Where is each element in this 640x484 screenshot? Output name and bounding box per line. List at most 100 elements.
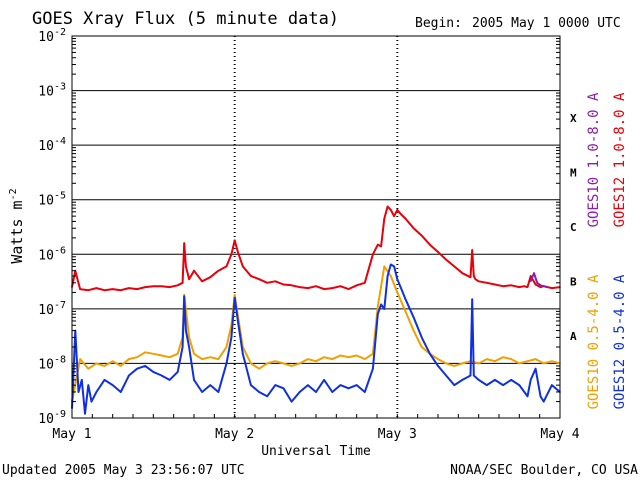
y-tick-label: 10-2: [38, 27, 66, 45]
series-point: [377, 305, 379, 308]
y-tick-base: 10: [38, 303, 54, 318]
series-point: [209, 384, 212, 386]
chart-title: GOES Xray Flux (5 minute data): [32, 9, 339, 29]
series-point: [510, 284, 512, 287]
flare-class-label: A: [570, 330, 577, 343]
y-tick-exponent: -7: [54, 300, 66, 311]
series-point: [160, 374, 163, 377]
series-point: [526, 286, 529, 288]
series-point: [136, 367, 138, 370]
y-tick-base: 10: [38, 357, 54, 372]
series-point: [542, 362, 545, 365]
series-point: [103, 289, 106, 291]
series-point: [87, 384, 90, 386]
series-point: [445, 362, 447, 365]
series-point: [315, 391, 317, 393]
series-point: [185, 329, 187, 332]
series-point: [230, 253, 233, 256]
x-tick-label: May 3: [378, 427, 417, 442]
series-point: [90, 400, 93, 403]
series-point: [494, 360, 496, 362]
series-point: [412, 329, 415, 332]
series-point: [95, 391, 98, 393]
series-point: [323, 288, 325, 290]
series-point: [298, 362, 301, 365]
series-point: [225, 265, 228, 268]
series-point: [393, 215, 395, 217]
series-point: [168, 379, 171, 381]
series-point: [87, 289, 90, 291]
series-point: [364, 358, 366, 360]
series-point: [502, 356, 504, 359]
legend-entry: GOES12 0.5-4.0 A: [612, 274, 628, 409]
series-point: [237, 320, 239, 322]
series-point: [390, 275, 392, 277]
series-point: [282, 362, 285, 365]
series-point: [534, 367, 537, 370]
series-point: [120, 365, 122, 367]
series-point: [461, 379, 464, 381]
series-point: [339, 384, 342, 386]
series-point: [393, 265, 395, 268]
series-point: [510, 358, 512, 360]
y-tick-exponent: -3: [54, 82, 66, 93]
y-tick-label: 10-6: [38, 245, 66, 263]
series-point: [331, 358, 334, 360]
y-tick-exponent: -5: [54, 191, 66, 202]
y-tick-exponent: -6: [54, 245, 66, 256]
series-point: [188, 336, 190, 339]
series-point: [533, 272, 535, 275]
series-point: [372, 367, 374, 370]
series-point: [526, 395, 529, 398]
series-point: [399, 213, 402, 215]
series-point: [420, 336, 423, 339]
series-point: [217, 358, 220, 360]
series-point: [188, 278, 190, 280]
series-point: [339, 354, 342, 357]
series-point: [377, 313, 379, 315]
series-point: [494, 283, 496, 286]
series-point: [445, 258, 447, 261]
series-point: [144, 286, 146, 288]
series-point: [494, 379, 496, 381]
series-point: [95, 362, 98, 365]
series-point: [274, 360, 277, 362]
series-point: [364, 391, 366, 393]
series-point: [477, 379, 480, 381]
series-point: [233, 294, 236, 296]
series-point: [536, 282, 539, 284]
series-point: [136, 288, 138, 290]
series-point: [445, 374, 447, 377]
series-point: [510, 379, 512, 381]
series-point: [258, 367, 260, 370]
series-point: [323, 379, 325, 381]
series-point: [372, 253, 374, 256]
series-point: [474, 278, 477, 280]
series-point: [120, 391, 122, 393]
series-point: [471, 249, 473, 251]
series-point: [250, 275, 252, 277]
series-point: [518, 286, 521, 288]
series-point: [315, 360, 317, 362]
series-point: [242, 265, 244, 268]
series-point: [437, 358, 439, 360]
series-point: [160, 285, 163, 288]
series-point: [111, 288, 114, 290]
series-point: [209, 276, 212, 279]
x-tick-label: May 2: [215, 427, 254, 442]
y-tick-base: 10: [38, 248, 54, 263]
series-point: [136, 356, 138, 359]
series-point: [339, 285, 342, 288]
series-point: [539, 395, 542, 398]
series-point: [404, 217, 407, 220]
series-point: [185, 265, 187, 268]
series-point: [534, 283, 537, 286]
series-point: [188, 346, 190, 348]
series-point: [274, 280, 277, 283]
series-point: [307, 384, 309, 386]
y-tick-label: 10-5: [38, 191, 66, 209]
series-point: [290, 400, 293, 403]
series-point: [209, 356, 212, 359]
legend-entry: GOES10 0.5-4.0 A: [586, 274, 602, 409]
series-point: [396, 291, 399, 294]
